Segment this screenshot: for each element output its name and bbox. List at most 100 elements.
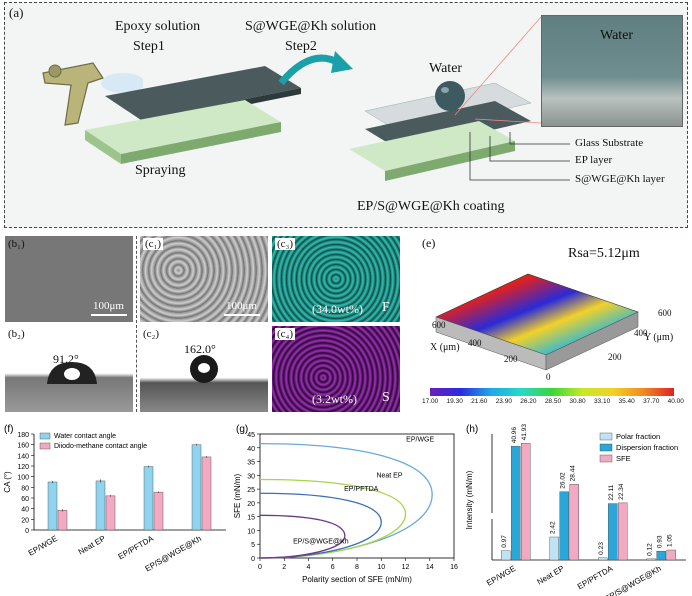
c2-label: (c₂) (143, 328, 160, 340)
colorbar-tick: 33.10 (593, 398, 611, 405)
colorbar-ticks: 17.00 19.30 21.60 23.90 26.20 28.50 30.8… (422, 398, 684, 405)
legend-swatch (39, 442, 51, 450)
zoom-lines (454, 16, 542, 124)
bar (666, 549, 676, 561)
legend-label: Polar fraction (616, 432, 660, 441)
x-axis-label: X (μm) (430, 342, 460, 353)
y-axis-title: SFE (mN/m) (233, 473, 242, 518)
coating-label: EP/S@WGE@Kh coating (357, 199, 505, 214)
droplet-b2-icon (47, 362, 97, 384)
panel-e-label: (e) (422, 236, 436, 250)
axis-break (488, 513, 690, 519)
x-tick-label: 16 (450, 564, 458, 571)
step2-plates (349, 82, 532, 181)
bar (47, 481, 58, 531)
data-label: 41.93 (521, 424, 528, 441)
colorbar-tick: 17.00 (422, 398, 439, 405)
layer-label-ep: EP layer (575, 154, 613, 166)
y-axis-title: CA (°) (3, 471, 12, 493)
y-tick-label: 0 (25, 528, 29, 535)
colorbar-tick: 35.40 (618, 398, 635, 405)
step2-title: S@WGE@Kh solution (245, 19, 377, 34)
y-tick-label: 80 (21, 485, 29, 492)
y-tick-label: 15 (247, 515, 255, 522)
bar (549, 536, 559, 561)
bar (598, 557, 608, 561)
sem-c2: (c₂) 162.0° (140, 326, 268, 412)
b1-label: (b₁) (8, 238, 25, 250)
c1-scale: 100μm (226, 300, 257, 312)
panel-a: (a) Epoxy solution Step1 S@WGE@Kh soluti… (4, 2, 688, 228)
bar (618, 502, 628, 561)
bar (501, 550, 511, 561)
y-tick-200: 200 (608, 352, 622, 362)
data-label: 0.97 (501, 535, 508, 548)
sem-b2: (b₂) 91.2° (5, 326, 133, 412)
y-tick-label: 35 (247, 460, 255, 467)
curve-label: EP/S@WGE@Kh (293, 538, 349, 545)
sem-c3: (c₃) (34.0wt%) F (272, 236, 400, 322)
x-tick-200: 200 (504, 354, 518, 364)
step1-sub: Step1 (133, 39, 165, 54)
c4-value: (3.2wt%) (312, 392, 357, 406)
y-tick-label: 180 (17, 432, 29, 439)
colorbar (430, 388, 674, 396)
surface-plot (435, 273, 639, 371)
x-tick-label: 10 (377, 564, 385, 571)
b2-label: (b₂) (8, 328, 25, 340)
x-tick-label: 8 (355, 564, 359, 571)
data-label: 1.05 (667, 534, 674, 547)
bar (656, 550, 666, 561)
y-tick-label: 20 (247, 501, 255, 508)
data-label: 0.93 (657, 535, 664, 548)
chart-f: (f) 0 20 40 60 80 100 120 140 160 180 CA (°) EP/WGE N… (3, 424, 226, 573)
bar (559, 491, 569, 561)
zoom-inset: Water (541, 15, 683, 127)
legend-swatch (599, 443, 613, 452)
y-tick-label: 140 (17, 453, 29, 460)
bar (201, 456, 212, 531)
y-tick-label: 25 (247, 487, 255, 494)
b1-scale: 100μm (93, 300, 124, 312)
y-tick-label: 40 (21, 507, 29, 514)
layer-label-swgekh: S@WGE@Kh layer (575, 173, 665, 185)
bar (521, 443, 531, 561)
x-tick-label: Neat EP (535, 564, 565, 587)
water-drop-label: Water (429, 61, 463, 76)
sfe-curve (259, 478, 407, 559)
c2-angle: 162.0° (184, 342, 216, 356)
y-tick-label: 5 (251, 542, 255, 549)
legend-label: Water contact angle (54, 433, 116, 440)
x-tick-label: 12 (402, 564, 410, 571)
panel-g-label: (g) (236, 424, 248, 435)
y-tick-label: 30 (247, 473, 255, 480)
step1-title: Epoxy solution (115, 19, 201, 34)
bar (57, 510, 68, 531)
c1-label: (c₁) (143, 238, 164, 250)
colorbar-tick: 37.70 (643, 398, 660, 405)
y-axis-title: Intensity (mN/m) (465, 470, 474, 529)
x-tick-label: 6 (331, 564, 335, 571)
legend-swatch (599, 454, 613, 463)
panel-h-label: (h) (466, 424, 478, 435)
step2-sub: Step2 (285, 39, 317, 54)
legend-label: SFE (616, 454, 631, 463)
x-tick-label: EP/WGE (27, 534, 59, 558)
droplet-c2-icon (190, 355, 218, 383)
y-tick-label: 45 (247, 432, 255, 439)
x-axis-title: Polarity section of SFE (mN/m) (302, 575, 412, 584)
data-label: 22.11 (608, 484, 615, 500)
colorbar-tick: 30.80 (569, 398, 586, 405)
curve-label: EP/PFTDA (344, 486, 379, 493)
c4-element: S (382, 390, 390, 405)
data-label: 0.12 (647, 543, 654, 556)
y-tick-label: 60 (21, 496, 29, 503)
bar (511, 446, 521, 561)
sem-b1: (b₁) 100μm (5, 236, 133, 322)
y-tick-label: 0 (251, 556, 255, 563)
panel-a-label: (a) (9, 5, 24, 20)
x-tick-label: 2 (282, 564, 286, 571)
curve-label: EP/WGE (406, 437, 434, 444)
y-tick-400: 400 (634, 328, 648, 338)
plot-frame (259, 433, 455, 559)
